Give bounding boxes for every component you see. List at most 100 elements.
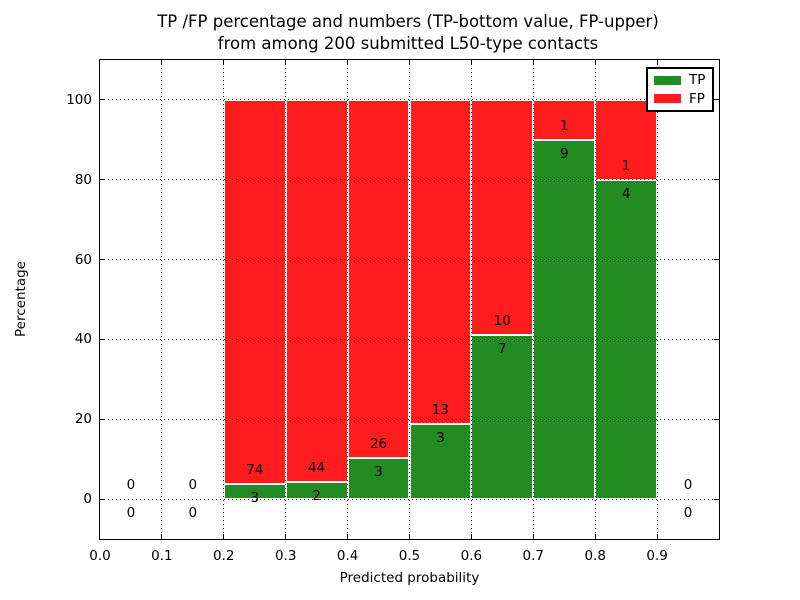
- chart-title-line1: TP /FP percentage and numbers (TP-bottom…: [157, 12, 659, 31]
- bar-fp: [409, 99, 472, 425]
- bar-label-fp: 0: [188, 477, 198, 494]
- bar-fp: [285, 99, 348, 482]
- bar-label-tp: 3: [436, 430, 445, 447]
- y-tick-mark: [100, 179, 105, 181]
- bar-label-fp: 13: [431, 402, 450, 419]
- fp-legend-swatch: [654, 94, 681, 104]
- bar-label-tp: 2: [312, 487, 321, 504]
- y-tick-mark: [100, 338, 105, 340]
- y-tick-label: 40: [74, 331, 92, 348]
- bar-fp: [471, 99, 534, 335]
- y-tick-mark: [714, 99, 719, 101]
- legend-label-tp: TP: [689, 72, 706, 89]
- bar-label-tp: 0: [188, 505, 198, 522]
- bar-label-tp: 7: [498, 340, 507, 357]
- x-tick-label: 0.0: [89, 548, 111, 564]
- y-tick-label: 20: [74, 411, 92, 428]
- x-axis-label: Predicted probability: [339, 570, 480, 586]
- gridline-vertical: [223, 60, 225, 539]
- y-tick-mark: [100, 259, 105, 261]
- x-tick-mark: [161, 60, 163, 65]
- bar-label-fp: 74: [246, 461, 264, 478]
- bar-label-fp: 0: [126, 477, 136, 494]
- x-tick-label: 0.3: [274, 548, 297, 564]
- legend-item-fp: FP: [654, 92, 712, 106]
- legend-item-tp: TP: [654, 73, 712, 87]
- gridline-vertical: [347, 60, 349, 539]
- x-tick-label: 0.4: [336, 548, 359, 564]
- x-tick-mark: [223, 534, 225, 539]
- x-tick-label: 0.8: [584, 548, 606, 564]
- gridline-horizontal: [100, 498, 719, 500]
- y-tick-label: 100: [66, 91, 92, 108]
- bar-label-tp: 3: [250, 489, 260, 506]
- gridline-vertical: [409, 60, 410, 539]
- chart-title: TP /FP percentage and numbers (TP-bottom…: [58, 11, 758, 55]
- y-tick-mark: [714, 338, 719, 340]
- y-tick-mark: [714, 259, 719, 261]
- x-tick-label: 0.7: [522, 548, 545, 564]
- bar-label-fp: 26: [369, 435, 388, 452]
- x-tick-mark: [409, 60, 410, 65]
- bar-label-tp: 0: [683, 505, 693, 522]
- bar-label-fp: 0: [683, 477, 693, 494]
- bar-fp: [595, 99, 658, 180]
- bar-label-fp: 10: [493, 312, 511, 329]
- gridline-horizontal: [100, 259, 719, 261]
- gridline-horizontal: [100, 179, 719, 181]
- bar-tp: [533, 139, 596, 500]
- x-tick-mark: [532, 534, 534, 539]
- x-tick-mark: [470, 534, 472, 539]
- bar-label-tp: 4: [621, 185, 631, 202]
- gridline-horizontal: [100, 338, 719, 340]
- x-tick-mark: [347, 534, 349, 539]
- gridline-horizontal: [100, 418, 719, 420]
- y-tick-mark: [100, 418, 105, 420]
- y-tick-label: 80: [74, 171, 92, 188]
- x-tick-mark: [347, 60, 349, 65]
- y-tick-mark: [100, 99, 105, 101]
- x-tick-label: 0.5: [398, 548, 421, 564]
- x-tick-mark: [470, 60, 472, 65]
- x-tick-mark: [409, 534, 410, 539]
- legend-label-fp: FP: [689, 90, 705, 107]
- plot-area: 0 0 0 0 74 3 44 2 26 3 13 3 10 7 1 9 1 4 0 0: [99, 59, 720, 540]
- tp-legend-swatch: [654, 75, 681, 85]
- bar-label-fp: 1: [559, 117, 569, 134]
- bar-label-tp: 9: [559, 145, 569, 162]
- x-tick-label: 0.6: [460, 548, 483, 564]
- x-tick-mark: [594, 60, 596, 65]
- y-axis-label: Percentage: [13, 261, 29, 337]
- gridline-vertical: [594, 60, 596, 539]
- bar-fp: [347, 99, 410, 458]
- bar-label-fp: 44: [308, 459, 326, 476]
- x-tick-mark: [532, 60, 534, 65]
- legend: TP FP: [646, 67, 714, 112]
- gridline-vertical: [285, 60, 287, 539]
- x-tick-mark: [594, 534, 596, 539]
- y-tick-mark: [714, 418, 719, 420]
- y-tick-label: 0: [83, 491, 92, 508]
- gridline-vertical: [656, 60, 658, 539]
- bar-label-tp: 3: [374, 463, 383, 480]
- gridline-vertical: [161, 60, 163, 539]
- y-tick-mark: [714, 498, 719, 500]
- bar-label-tp: 0: [126, 505, 136, 522]
- x-tick-mark: [285, 534, 287, 539]
- y-tick-mark: [714, 179, 719, 181]
- x-tick-mark: [223, 60, 225, 65]
- x-tick-mark: [656, 534, 658, 539]
- x-tick-mark: [656, 60, 658, 65]
- gridline-vertical: [470, 60, 472, 539]
- gridline-horizontal: [100, 99, 719, 101]
- bar-label-fp: 1: [621, 157, 631, 174]
- x-tick-mark: [285, 60, 287, 65]
- gridline-vertical: [532, 60, 534, 539]
- x-tick-label: 0.2: [213, 548, 235, 564]
- x-tick-mark: [161, 534, 163, 539]
- y-tick-mark: [100, 498, 105, 500]
- x-tick-label: 0.9: [646, 548, 668, 564]
- bar-tp: [471, 334, 534, 500]
- bar-fp: [223, 99, 286, 484]
